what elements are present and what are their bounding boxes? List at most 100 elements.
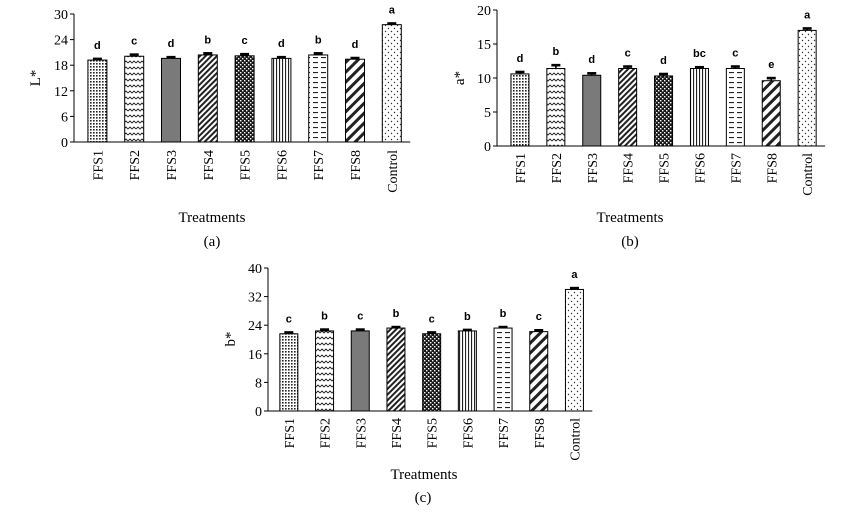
error-bar-cap [166,55,176,59]
bar-ffs5 [654,75,674,147]
bar-ffs1 [279,333,299,412]
significance-label-b: b [315,34,322,46]
error-bar-cap [203,52,213,55]
error-bar-cap [350,56,360,60]
significance-label-a: a [804,9,811,21]
bar-ffs6 [689,67,709,147]
error-bar-cap [569,286,579,290]
error-bar-cap [391,325,401,329]
x-tick-label: FFS7 [312,150,327,180]
error-bar-cap [240,52,250,56]
x-axis-title: Treatments [597,210,664,226]
bar-ffs8 [761,80,781,147]
bar-ffs2 [546,67,566,147]
x-tick-label: FFS1 [514,153,529,183]
bar-ffs4 [197,54,218,143]
x-tick-label: FFS4 [202,150,217,180]
significance-label-c: c [732,47,738,59]
significance-label-bc: bc [693,48,706,60]
x-tick-label: FFS7 [729,153,744,183]
y-tick-label: 30 [54,8,68,23]
significance-label-b: b [464,311,471,323]
error-bar-cap [427,331,437,334]
x-tick-label: FFS8 [765,153,780,183]
significance-label-a: a [571,269,578,281]
error-bar-cap [276,55,286,59]
bar-ffs3 [582,74,602,147]
x-tick-label: FFS4 [622,153,637,183]
bar-ffs8 [529,331,549,412]
significance-label-c: c [536,311,542,323]
panel-label: (b) [621,234,639,250]
error-bar-cap [730,65,740,68]
significance-label-b: b [552,46,559,58]
y-tick-label: 12 [54,85,68,100]
significance-label-d: d [588,54,595,66]
y-axis-title: b* [223,332,239,347]
x-tick-label: FFS6 [275,150,290,180]
error-bar-cap [515,70,525,74]
x-axis-title: Treatments [391,467,458,483]
bar-ffs4 [386,327,406,412]
significance-label-a: a [389,4,396,16]
significance-label-b: b [500,308,507,320]
x-tick-label: FFS2 [550,153,565,183]
error-bar-cap [587,72,597,75]
significance-label-d: d [278,38,285,50]
significance-label-b: b [321,310,328,322]
bar-ffs1 [510,73,530,147]
x-tick-label: FFS8 [349,150,364,180]
x-tick-label: FFS2 [319,418,334,448]
significance-label-d: d [94,40,101,52]
significance-label-c: c [131,36,137,48]
error-bar-cap [313,52,323,55]
y-tick-label: 8 [255,376,262,391]
x-tick-label: FFS3 [165,150,180,180]
error-bar-cap [498,325,508,329]
chart-panel-b: 0 5 10 15 20 a* d FFS1 b FFS2 d FFS3 c FFS4 d FFS5 bc FFS… [452,4,826,250]
x-tick-label: Control [386,150,401,193]
bar-ffs8 [345,58,365,143]
error-bar-cap [129,53,139,56]
x-tick-label: FFS5 [426,418,441,448]
x-tick-label: FFS3 [354,418,369,448]
x-tick-label: FFS1 [91,150,106,180]
x-tick-label: FFS1 [283,418,298,448]
y-tick-label: 0 [255,405,262,420]
significance-label-c: c [625,47,631,59]
y-tick-label: 5 [484,106,491,121]
x-tick-label: Control [568,418,583,461]
bar-ffs5 [422,333,442,412]
panel-label: (c) [415,490,432,506]
x-tick-label: FFS4 [390,418,405,448]
bar-ffs6 [271,57,292,143]
y-tick-label: 40 [248,262,262,277]
bar-ffs7 [308,54,329,143]
significance-label-e: e [768,59,774,71]
significance-label-d: d [660,55,667,67]
x-tick-label: FFS6 [461,418,476,448]
error-bar-cap [659,72,669,76]
x-tick-label: FFS5 [658,153,673,183]
error-bar-cap [320,328,330,331]
bar-ffs4 [618,67,638,147]
significance-label-c: c [357,310,363,322]
bar-ffs3 [350,330,370,412]
y-tick-label: 10 [477,72,491,87]
error-bar-cap [387,22,397,25]
y-tick-label: 24 [54,34,68,49]
bar-ffs1 [87,59,108,143]
significance-label-d: d [517,53,524,65]
error-bar-cap [623,65,633,68]
error-bar-cap [694,65,704,69]
y-tick-label: 24 [248,319,262,334]
y-axis-title: L* [28,70,44,87]
x-tick-label: FFS3 [586,153,601,183]
bar-control [381,24,402,143]
significance-label-c: c [286,313,292,325]
error-bar-cap [766,76,776,80]
bar-ffs7 [493,327,513,412]
x-axis-title: Treatments [179,210,246,226]
error-bar-cap [534,329,544,332]
